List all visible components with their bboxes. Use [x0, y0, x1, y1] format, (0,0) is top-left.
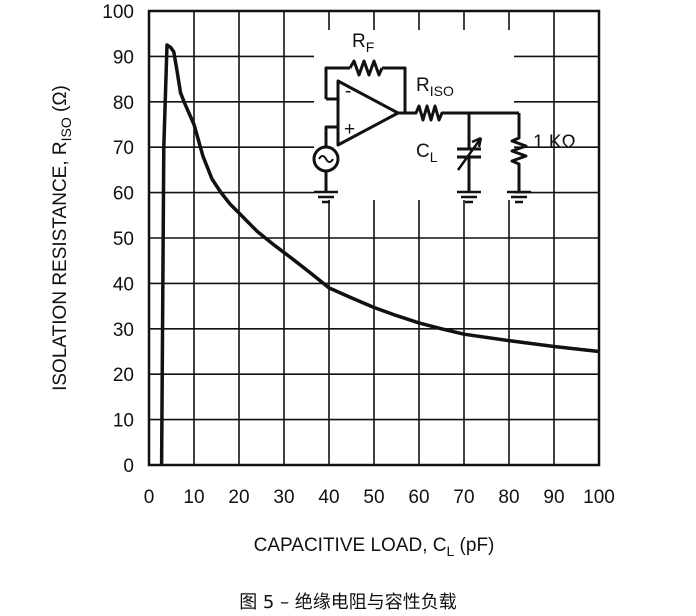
- ground-icon: [314, 190, 531, 204]
- y-tick-label: 50: [113, 229, 134, 250]
- plot-frame: [147, 9, 601, 467]
- circuit-inset: - + RF RISO CL 1 KΩ: [312, 30, 576, 204]
- x-tick-label: 20: [228, 487, 249, 508]
- variable-arrow: [456, 136, 483, 171]
- y-tick-label: 20: [113, 365, 134, 386]
- ac-source-icon: [312, 145, 340, 173]
- x-axis-label: CAPACITIVE LOAD, CL (pF): [254, 535, 495, 559]
- x-tick-label: 70: [453, 487, 474, 508]
- y-tick-labels: 0 10 20 30 40 50 60 70 80 90 100: [102, 2, 134, 477]
- minus-label: -: [345, 81, 351, 102]
- x-tick-label: 10: [183, 487, 204, 508]
- load-resistor: [510, 113, 528, 192]
- capacitor-plates: [457, 147, 481, 159]
- y-tick-label: 90: [113, 47, 134, 68]
- y-tick-label: 60: [113, 184, 134, 205]
- plus-label: +: [344, 119, 355, 140]
- y-tick-label: 100: [102, 2, 134, 23]
- x-tick-label: 30: [273, 487, 294, 508]
- x-tick-label: 80: [498, 487, 519, 508]
- x-tick-label: 50: [363, 487, 384, 508]
- riso-resistor: [398, 104, 519, 122]
- series-line: [159, 43, 600, 466]
- figure-caption: 图 5 – 绝缘电阻与容性负载: [239, 592, 457, 613]
- input-wires: [324, 97, 338, 192]
- x-tick-label: 0: [144, 487, 155, 508]
- load-label: 1 KΩ: [533, 132, 576, 153]
- y-tick-label: 10: [113, 411, 134, 432]
- rf-label: RF: [352, 31, 374, 55]
- ac-wave: [318, 155, 334, 163]
- riso-label: RISO: [416, 75, 454, 99]
- y-axis-label: ISOLATION RESISTANCE, RISO (Ω): [50, 85, 74, 391]
- y-tick-label: 40: [113, 274, 134, 295]
- y-tick-label: 70: [113, 138, 134, 159]
- x-tick-label: 100: [583, 487, 615, 508]
- y-tick-label: 80: [113, 93, 134, 114]
- rf-resistor: [348, 59, 384, 77]
- x-tick-label: 90: [543, 487, 564, 508]
- x-tick-labels: 0 10 20 30 40 50 60 70 80 90 100: [144, 487, 615, 508]
- y-tick-label: 0: [123, 456, 134, 477]
- x-tick-label: 40: [318, 487, 339, 508]
- cl-label: CL: [416, 141, 438, 165]
- opamp-icon: [336, 79, 400, 147]
- x-tick-label: 60: [408, 487, 429, 508]
- feedback-wire: [324, 66, 407, 113]
- y-tick-label: 30: [113, 320, 134, 341]
